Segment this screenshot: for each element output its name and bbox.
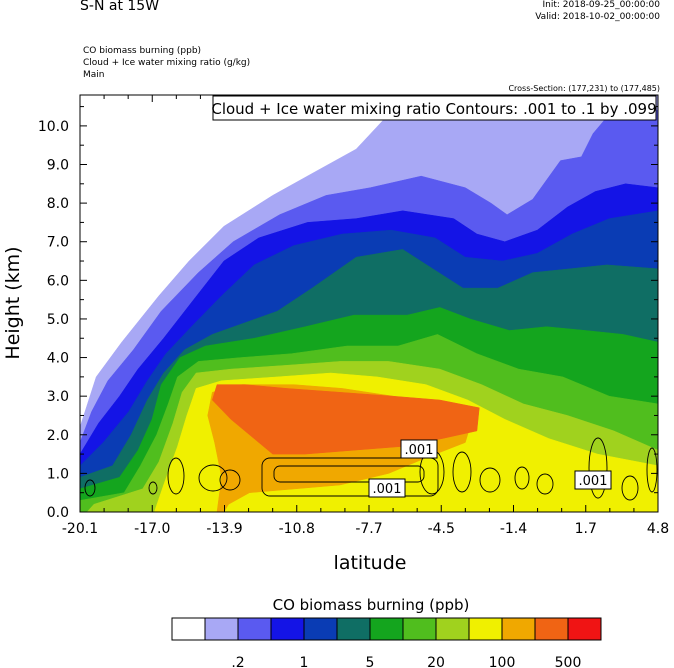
- contour-info-text: Cloud + Ice water mixing ratio Contours:…: [211, 100, 656, 118]
- x-tick-label: -10.8: [279, 521, 315, 537]
- colorbar-label: .2: [231, 655, 244, 668]
- filled-contours: [80, 95, 658, 512]
- y-tick-label: 10.0: [38, 119, 69, 135]
- filled-region: [212, 384, 480, 455]
- x-tick-label: -1.4: [500, 521, 527, 537]
- colorbar-box: [567, 617, 602, 641]
- cloud-contour: [536, 473, 554, 495]
- x-axis-label: latitude: [334, 552, 407, 574]
- colorbar-label: 100: [489, 655, 516, 668]
- cloud-contour: [219, 469, 241, 491]
- cloud-contour: [198, 464, 228, 492]
- colorbar-label: 20: [427, 655, 445, 668]
- colorbar-label: 5: [366, 655, 375, 668]
- cloud-contour: [621, 475, 639, 501]
- colorbar-box: [435, 617, 470, 641]
- cross-section-label: Cross-Section: (177,231) to (177,485): [508, 84, 660, 93]
- y-tick-label: 7.0: [47, 235, 69, 251]
- y-tick-label: 4.0: [47, 351, 69, 367]
- x-tick-label: -13.9: [206, 521, 242, 537]
- colorbar-label: 500: [555, 655, 582, 668]
- contour-label: .001: [373, 482, 402, 497]
- cloud-contour: [479, 467, 501, 493]
- colorbar-box: [468, 617, 503, 641]
- y-tick-label: 6.0: [47, 273, 69, 289]
- cloud-contour: [84, 479, 96, 497]
- cloud-contour: [514, 466, 530, 490]
- field-label-cloud: Cloud + Ice water mixing ratio (g/kg): [83, 58, 251, 68]
- plot-title: S-N at 15W: [80, 0, 160, 14]
- y-tick-label: 9.0: [47, 158, 69, 174]
- colorbar-label: 1: [300, 655, 309, 668]
- cloud-contour: [261, 457, 439, 497]
- contour-label: .001: [579, 474, 608, 489]
- x-tick-label: 1.7: [575, 521, 597, 537]
- y-tick-label: 8.0: [47, 196, 69, 212]
- cloud-contour: [148, 481, 158, 495]
- valid-time: Valid: 2018-10-02_00:00:00: [535, 12, 660, 22]
- cloud-contour: [452, 451, 472, 493]
- field-label-main: Main: [83, 70, 105, 80]
- contour-label: .001: [405, 443, 434, 458]
- colorbar-box: [270, 617, 305, 641]
- y-tick-label: 3.0: [47, 389, 69, 405]
- cloud-contour: [588, 437, 608, 499]
- colorbar: CO biomass burning (ppb) .2 1 5 20 100 500: [171, 596, 602, 668]
- axes: -20.1 -17.0 -13.9 -10.8 -7.7 -4.5 -1.4 1.7 4.8 0.…: [2, 94, 669, 574]
- x-tick-label: -17.0: [134, 521, 170, 537]
- field-label-co: CO biomass burning (ppb): [83, 46, 202, 56]
- cloud-contours: [84, 437, 658, 501]
- y-tick-label: 5.0: [47, 312, 69, 328]
- cloud-contour: [273, 465, 425, 483]
- colorbar-box: [303, 617, 338, 641]
- contour-labels: .001 .001 .001: [368, 439, 612, 498]
- x-tick-label: -4.5: [428, 521, 455, 537]
- y-tick-label: 1.0: [47, 466, 69, 482]
- y-tick-label: 0.0: [47, 505, 69, 521]
- colorbar-box: [204, 617, 239, 641]
- init-time: Init: 2018-09-25_00:00:00: [542, 0, 660, 10]
- x-tick-label: 4.8: [647, 521, 669, 537]
- colorbar-box: [369, 617, 404, 641]
- colorbar-box: [171, 617, 206, 641]
- colorbar-box: [402, 617, 437, 641]
- cloud-contour: [646, 447, 658, 493]
- x-tick-label: -20.1: [62, 521, 98, 537]
- cloud-contour: [167, 457, 185, 495]
- colorbar-box: [534, 617, 569, 641]
- colorbar-title: CO biomass burning (ppb): [273, 596, 470, 614]
- colorbar-box: [237, 617, 272, 641]
- y-tick-label: 2.0: [47, 428, 69, 444]
- colorbar-box: [501, 617, 536, 641]
- colorbar-box: [336, 617, 371, 641]
- x-tick-label: -7.7: [355, 521, 382, 537]
- y-axis-label: Height (km): [2, 246, 24, 359]
- contour-info-box: Cloud + Ice water mixing ratio Contours:…: [211, 95, 657, 121]
